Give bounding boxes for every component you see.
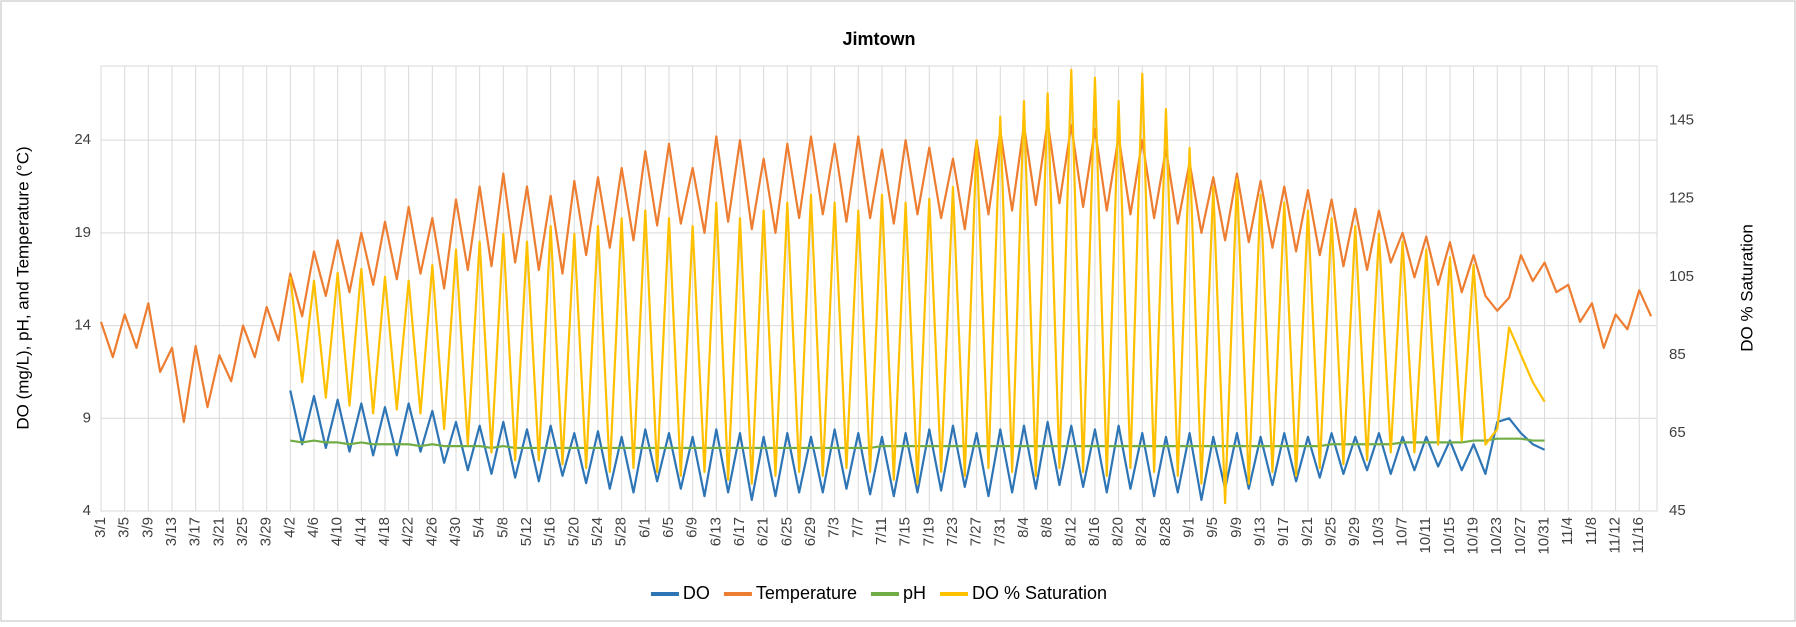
x-tick-label: 3/13	[163, 517, 180, 546]
x-tick-label: 11/8	[1583, 517, 1600, 545]
legend: DO Temperature pH DO % Saturation	[650, 583, 1107, 603]
x-tick-label: 7/27	[968, 517, 985, 546]
chart-title: Jimtown	[842, 29, 915, 49]
x-tick-label: 5/20	[565, 517, 582, 546]
x-tick-label: 9/5	[1204, 517, 1221, 538]
legend-text: DO	[683, 583, 710, 603]
x-tick-label: 6/25	[778, 517, 795, 546]
x-tick-label: 6/17	[731, 517, 748, 546]
x-tick-label: 9/29	[1346, 517, 1363, 546]
y2-tick-label: 45	[1669, 502, 1686, 519]
x-tick-label: 5/24	[589, 517, 606, 546]
x-tick-label: 10/11	[1417, 517, 1434, 553]
x-tick-label: 7/31	[991, 517, 1008, 546]
x-tick-label: 4/14	[352, 517, 369, 546]
series-line	[289, 390, 1546, 501]
y-tick-label: 9	[83, 409, 91, 426]
x-tick-label: 3/17	[187, 517, 204, 546]
x-tick-label: 4/30	[447, 517, 464, 546]
x-tick-label: 4/2	[281, 517, 298, 538]
x-tick-label: 8/28	[1157, 517, 1174, 546]
y2-axis-title: DO % Saturation	[1737, 224, 1756, 352]
x-tick-label: 10/31	[1536, 517, 1553, 555]
x-tick-label: 3/9	[139, 517, 156, 538]
x-tick-label: 10/23	[1488, 517, 1505, 555]
x-tick-label: 4/26	[423, 517, 440, 546]
x-tick-label: 9/17	[1275, 517, 1292, 546]
x-tick-label: 8/12	[1062, 517, 1079, 546]
x-tick-label: 5/16	[542, 517, 559, 546]
x-tick-label: 9/9	[1228, 517, 1245, 538]
x-tick-label: 4/6	[305, 517, 322, 538]
x-tick-label: 7/23	[944, 517, 961, 546]
x-tick-label: 8/20	[1110, 517, 1127, 546]
x-tick-label: 5/4	[471, 517, 488, 538]
x-tick-label: 4/18	[376, 517, 393, 546]
series-line	[290, 437, 1545, 450]
y2-tick-label: 145	[1669, 112, 1694, 129]
y-tick-label: 24	[74, 131, 91, 148]
x-tick-label: 8/4	[1015, 517, 1032, 538]
x-tick-label: 10/7	[1394, 517, 1411, 546]
x-tick-label: 5/12	[518, 517, 535, 546]
x-tick-label: 11/12	[1607, 517, 1624, 553]
x-tick-label: 4/22	[400, 517, 417, 546]
x-tick-label: 10/27	[1512, 517, 1529, 555]
y-tick-label: 19	[74, 224, 91, 241]
x-tick-label: 9/25	[1323, 517, 1340, 546]
y-tick-label: 4	[83, 502, 91, 519]
series-line	[99, 120, 1653, 424]
y-axis-title: DO (mg/L), pH, and Temperature (°C)	[13, 146, 32, 429]
x-tick-label: 10/19	[1465, 517, 1482, 555]
x-tick-label: 6/9	[684, 517, 701, 538]
x-tick-label: 9/1	[1181, 517, 1198, 538]
x-tick-label: 9/13	[1252, 517, 1269, 546]
x-tick-label: 6/1	[636, 517, 653, 538]
x-tick-label: 9/21	[1299, 517, 1316, 546]
x-tick-label: 7/7	[849, 517, 866, 538]
x-tick-label: 10/3	[1370, 517, 1387, 546]
x-tick-label: 3/21	[210, 517, 227, 546]
x-tick-label: 3/29	[258, 517, 275, 546]
x-tick-label: 3/1	[92, 517, 109, 538]
x-tick-label: 6/21	[755, 517, 772, 546]
y2-tick-label: 65	[1669, 424, 1686, 441]
x-tick-label: 4/10	[329, 517, 346, 546]
x-tick-label: 7/3	[826, 517, 843, 538]
x-tick-label: 7/19	[920, 517, 937, 546]
legend-text: DO % Saturation	[972, 583, 1107, 603]
y2-tick-label: 85	[1669, 346, 1686, 363]
x-tick-label: 8/16	[1086, 517, 1103, 546]
x-tick-label: 6/13	[707, 517, 724, 546]
y2-tick-label: 125	[1669, 190, 1694, 207]
x-tick-label: 3/25	[234, 517, 251, 546]
x-tick-label: 10/15	[1441, 517, 1458, 555]
y2-tick-label: 105	[1669, 268, 1694, 285]
series-line	[289, 68, 1546, 505]
legend-text: Temperature	[756, 583, 857, 603]
x-tick-label: 3/5	[116, 517, 133, 538]
x-tick-label: 8/8	[1039, 517, 1056, 538]
x-tick-label: 6/29	[802, 517, 819, 546]
legend-text: pH	[903, 583, 926, 603]
y-tick-label: 14	[74, 317, 91, 334]
x-tick-label: 8/24	[1133, 517, 1150, 546]
x-tick-label: 5/8	[494, 517, 511, 538]
x-tick-label: 7/11	[873, 517, 890, 545]
x-tick-label: 11/16	[1630, 517, 1647, 553]
x-tick-label: 5/28	[613, 517, 630, 546]
x-tick-label: 6/5	[660, 517, 677, 538]
x-tick-label: 11/4	[1559, 517, 1576, 545]
x-tick-label: 7/15	[897, 517, 914, 546]
